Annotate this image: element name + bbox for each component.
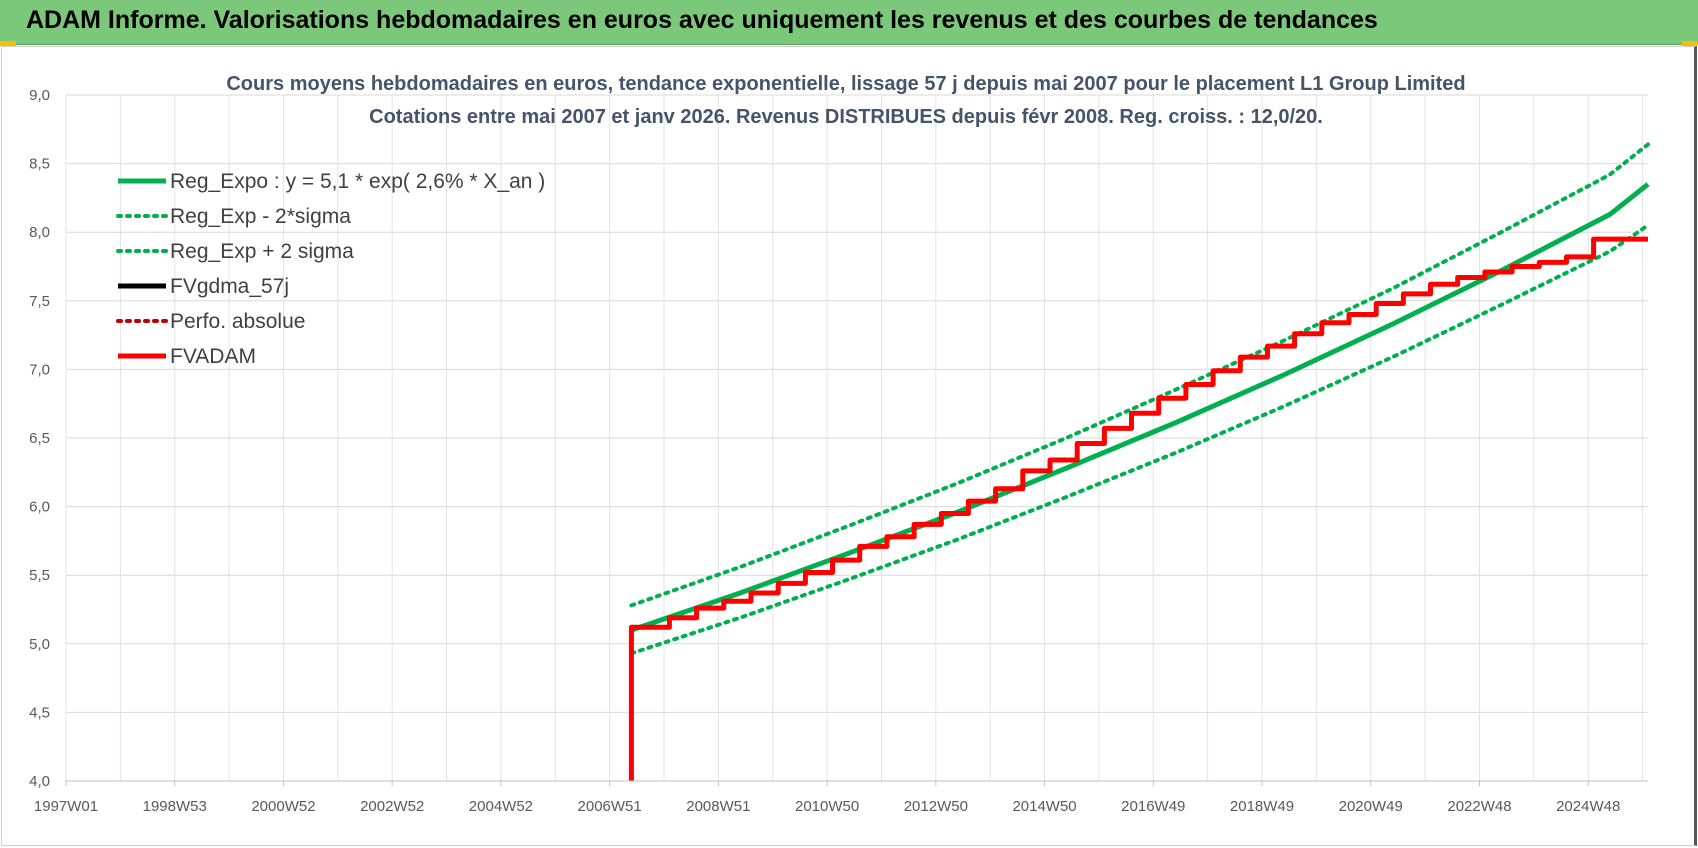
y-tick-label: 6,5 [29, 430, 50, 447]
y-tick-label: 4,0 [29, 773, 50, 790]
x-tick-label: 2016W49 [1121, 798, 1185, 815]
y-tick-label: 7,0 [29, 361, 50, 378]
x-tick-label: 2004W52 [469, 798, 533, 815]
legend-label-4: Perfo. absolue [170, 310, 305, 333]
x-tick-label: 1997W01 [34, 798, 98, 815]
y-tick-label: 8,0 [29, 224, 50, 241]
series-line-1 [629, 223, 1650, 656]
legend-label-2: Reg_Exp + 2 sigma [170, 240, 354, 263]
legend-layer: Reg_Expo : y = 5,1 * exp( 2,6% * X_an ) R… [116, 170, 545, 368]
y-tick-label: 4,5 [29, 704, 50, 721]
legend-label-1: Reg_Exp - 2*sigma [170, 205, 351, 228]
page-title: ADAM Informe. Valorisations hebdomadaire… [26, 6, 1378, 34]
x-tick-label: 2024W48 [1556, 798, 1620, 815]
chart-title-line-1: Cours moyens hebdomadaires en euros, ten… [226, 73, 1465, 95]
chart-frame [1, 46, 1697, 846]
y-tick-label: 5,5 [29, 567, 50, 584]
x-tick-label: 2000W52 [251, 798, 315, 815]
y-tick-label: 6,0 [29, 499, 50, 516]
legend-label-0: Reg_Expo : y = 5,1 * exp( 2,6% * X_an ) [170, 170, 545, 193]
x-tick-label: 2012W50 [904, 798, 968, 815]
legend-label-3: FVgdma_57j [170, 275, 289, 298]
series-line-5 [628, 236, 1648, 781]
x-tick-label: 2020W49 [1339, 798, 1403, 815]
title-layer: Cours moyens hebdomadaires en euros, ten… [226, 73, 1465, 128]
x-tick-label: 2022W48 [1447, 798, 1511, 815]
x-tick-label: 2008W51 [686, 798, 750, 815]
legend-label-5: FVADAM [170, 345, 256, 368]
x-tick-label: 2010W50 [795, 798, 859, 815]
grid-layer [65, 94, 1648, 782]
corner-marker-right [1682, 41, 1698, 46]
corner-marker-left [0, 41, 16, 46]
series-line-2 [629, 142, 1650, 608]
header-banner: ADAM Informe. Valorisations hebdomadaire… [0, 0, 1698, 45]
x-tick-label: 2014W50 [1012, 798, 1076, 815]
y-tick-label: 7,5 [29, 293, 50, 310]
axis-layer: 4,0 4,5 5,0 5,5 6,0 6,5 7,0 7,5 8,0 8,5 9,0 1997W01… [29, 87, 1648, 815]
series-line-3 [629, 237, 1648, 781]
chart-title-line-2: Cotations entre mai 2007 et janv 2026. R… [369, 106, 1323, 128]
series-line-0 [630, 182, 1650, 633]
x-tick-label: 2002W52 [360, 798, 424, 815]
x-tick-label: 2018W49 [1230, 798, 1294, 815]
series-layer [628, 142, 1650, 781]
x-tick-label: 2006W51 [578, 798, 642, 815]
y-tick-label: 8,5 [29, 156, 50, 173]
y-tick-label: 5,0 [29, 636, 50, 653]
x-tick-label: 1998W53 [143, 798, 207, 815]
y-tick-label: 9,0 [29, 87, 50, 104]
